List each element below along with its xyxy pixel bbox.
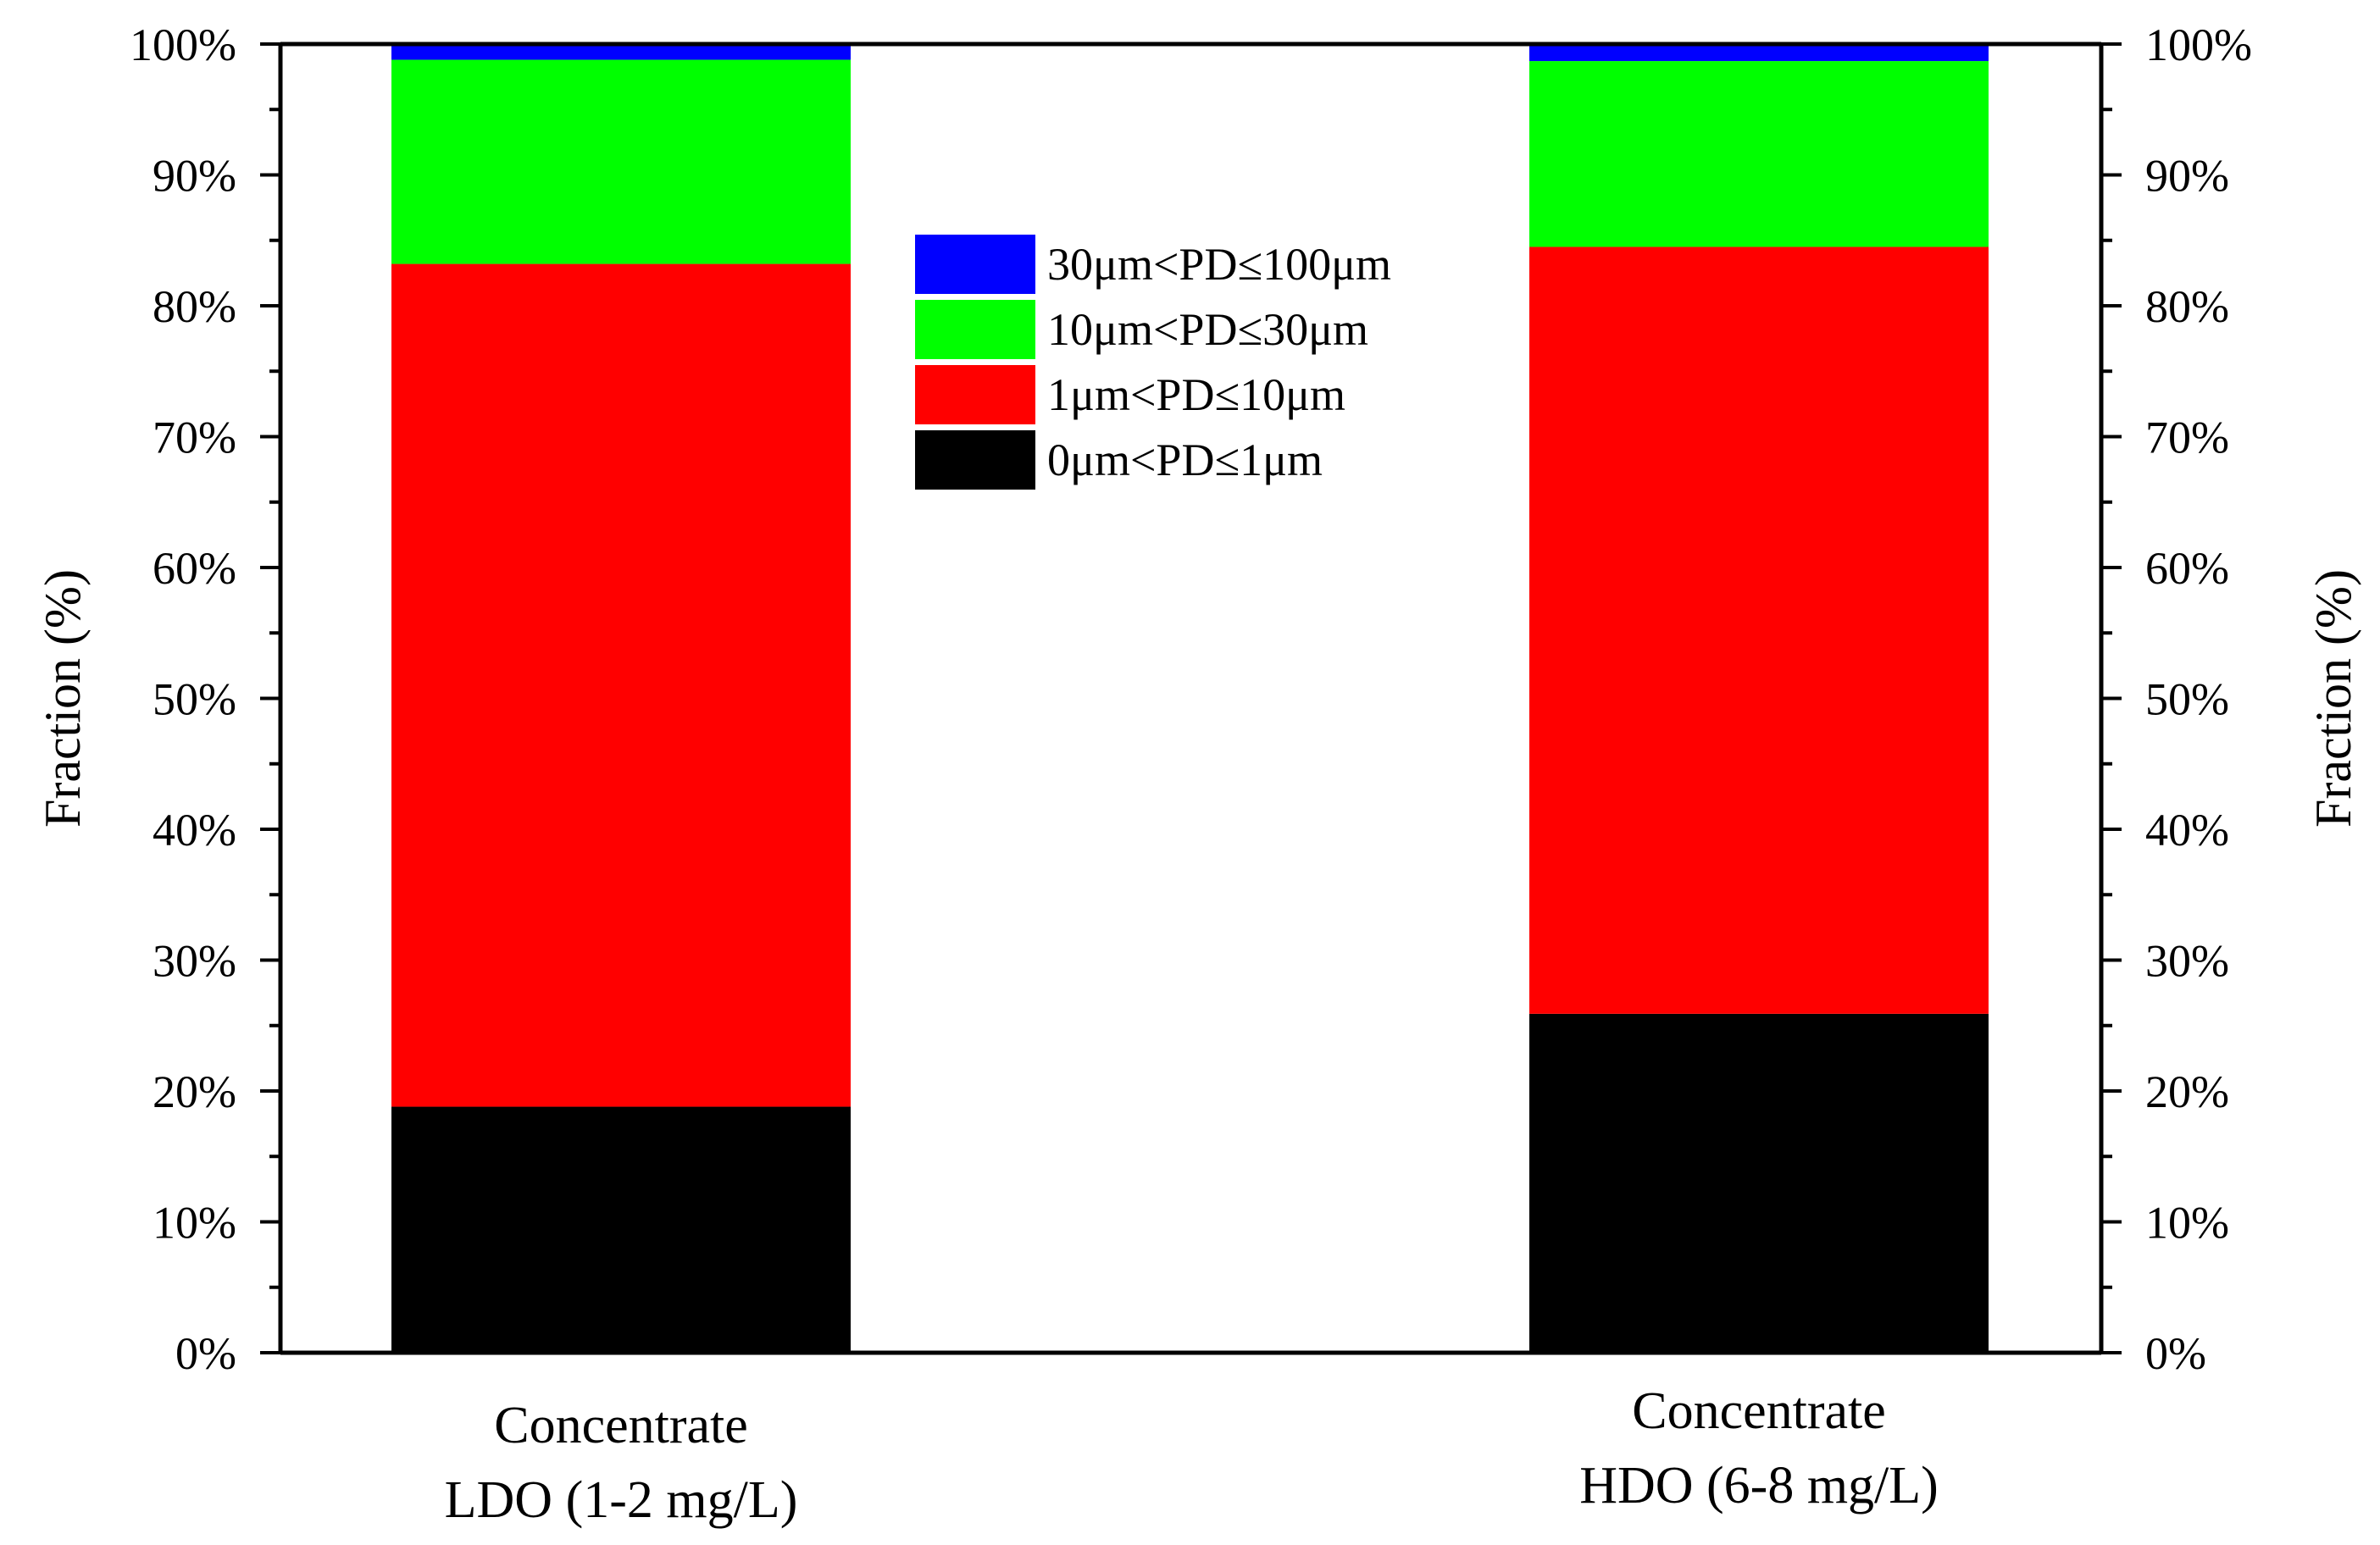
y-tick-label-right: 60% (2145, 543, 2229, 594)
labels-layer: 0% 0% 10% 10% 20% 20% 30% 30% 40% 40% 50% 50% 60% 60%… (35, 19, 2361, 1529)
y-axis-title-left: Fraction (%) (35, 569, 91, 828)
y-axis-title-right: Fraction (%) (2305, 569, 2361, 828)
y-tick-label-right: 10% (2145, 1198, 2229, 1249)
legend: 30μm<PD≤100μm 10μm<PD≤30μm 1μm<PD≤10μm 0μm<… (915, 235, 1391, 490)
legend-label: 30μm<PD≤100μm (1047, 239, 1391, 290)
bars-layer (391, 44, 1989, 1353)
y-tick-label-left: 90% (153, 151, 236, 202)
y-tick-label-left: 40% (153, 805, 236, 856)
x-category-label: Concentrate (1632, 1382, 1886, 1440)
bar-segment (1529, 44, 1989, 62)
y-tick-label-right: 20% (2145, 1066, 2229, 1117)
ticks-layer (260, 42, 2122, 1354)
legend-swatch (915, 300, 1035, 359)
bar-segment (391, 59, 851, 264)
legend-swatch (915, 235, 1035, 294)
bar-segment (391, 44, 851, 60)
y-tick-label-left: 80% (153, 281, 236, 332)
y-tick-label-left: 50% (153, 674, 236, 725)
y-tick-label-right: 40% (2145, 805, 2229, 856)
y-tick-label-left: 100% (130, 19, 236, 70)
y-tick-label-right: 100% (2145, 19, 2252, 70)
legend-label: 1μm<PD≤10μm (1047, 369, 1345, 420)
y-tick-label-left: 70% (153, 413, 236, 463)
x-category-label: HDO (6-8 mg/L) (1579, 1457, 1939, 1515)
bar-segment (1529, 61, 1989, 247)
x-category-label: Concentrate (494, 1397, 748, 1454)
y-tick-label-left: 10% (153, 1198, 236, 1249)
bar-segment (391, 1106, 851, 1353)
legend-swatch (915, 430, 1035, 490)
y-tick-label-right: 90% (2145, 151, 2229, 202)
y-tick-label-left: 0% (175, 1328, 236, 1379)
y-tick-label-left: 20% (153, 1066, 236, 1117)
legend-swatch (915, 365, 1035, 424)
y-tick-label-right: 30% (2145, 936, 2229, 987)
y-tick-label-right: 80% (2145, 281, 2229, 332)
y-tick-label-right: 0% (2145, 1328, 2206, 1379)
bar-segment (1529, 246, 1989, 1014)
y-tick-label-right: 50% (2145, 674, 2229, 725)
bar-segment (391, 263, 851, 1107)
bar-segment (1529, 1013, 1989, 1353)
y-tick-label-left: 60% (153, 543, 236, 594)
x-category-label: LDO (1-2 mg/L) (445, 1471, 798, 1529)
y-tick-label-right: 70% (2145, 413, 2229, 463)
legend-label: 10μm<PD≤30μm (1047, 304, 1368, 355)
legend-label: 0μm<PD≤1μm (1047, 435, 1323, 485)
y-tick-label-left: 30% (153, 936, 236, 987)
